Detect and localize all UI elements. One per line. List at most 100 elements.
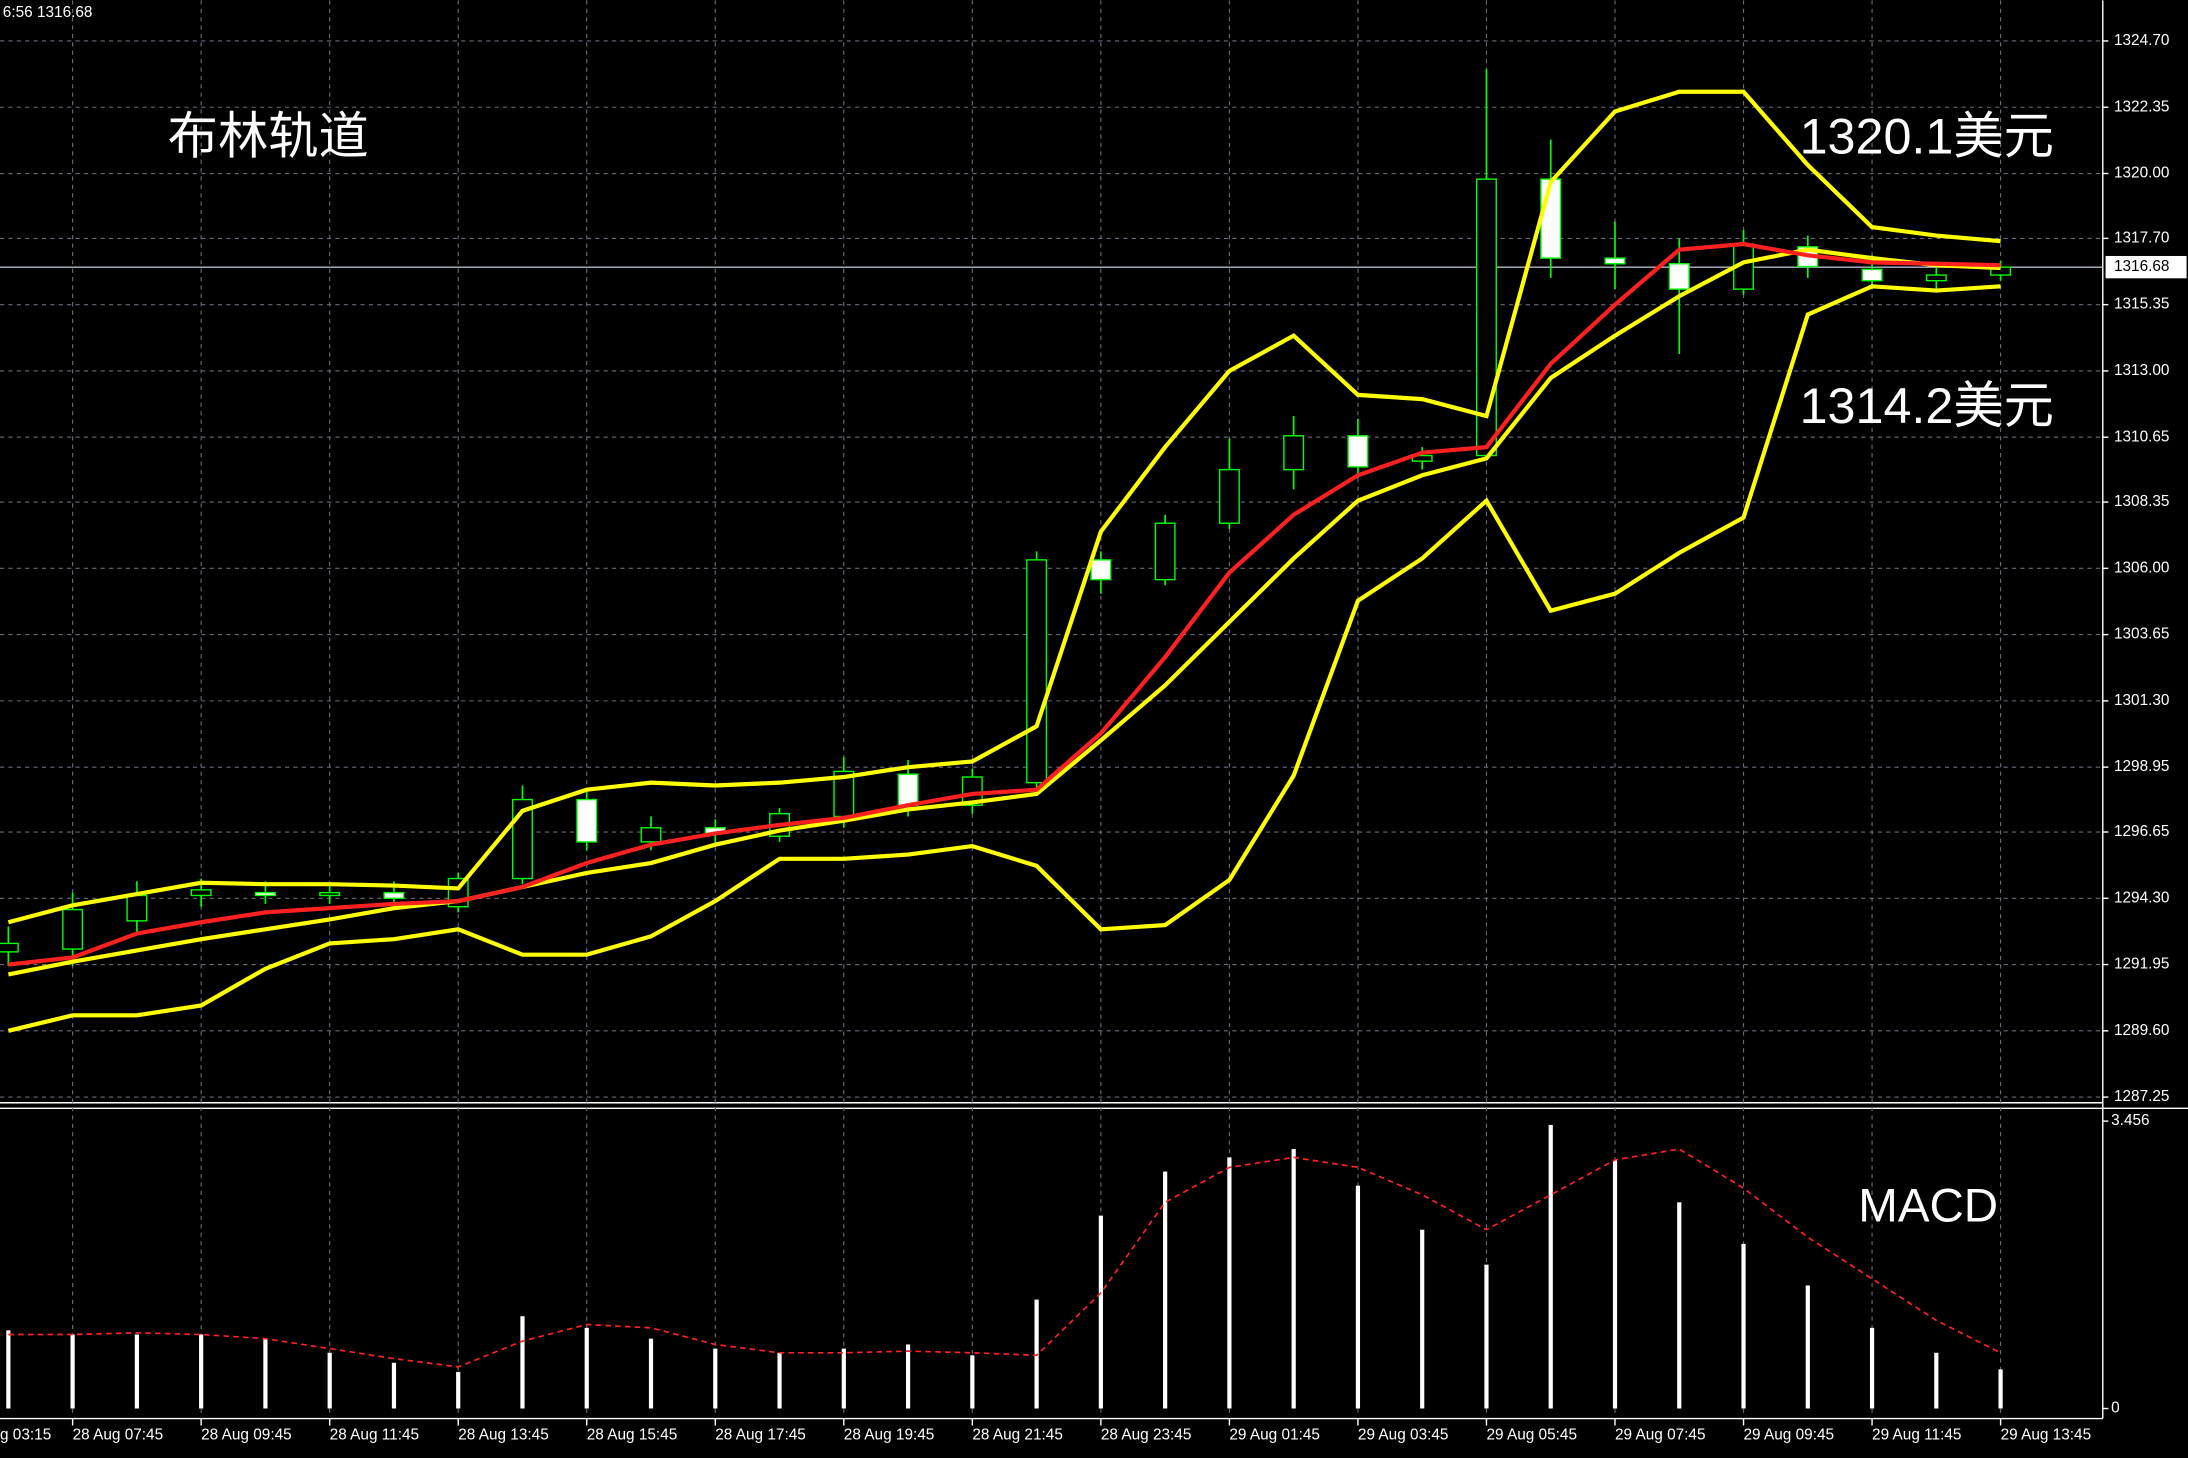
x-tick-label: 28 Aug 13:45 xyxy=(458,1426,549,1443)
macd-bar xyxy=(1291,1149,1296,1409)
macd-bar xyxy=(70,1334,75,1409)
candle-body xyxy=(190,889,212,897)
x-tick-label: 28 Aug 23:45 xyxy=(1101,1426,1192,1443)
signal-line xyxy=(8,1148,2001,1368)
current-price-label: 1316.68 xyxy=(2114,258,2170,275)
macd-bar xyxy=(1098,1215,1103,1409)
candle-body xyxy=(1861,268,1883,282)
candle-body xyxy=(383,891,405,899)
y-tick-label: 3.456 xyxy=(2111,1112,2149,1129)
macd-bar xyxy=(1998,1369,2003,1409)
x-edge-label: g 03:15 xyxy=(0,1426,51,1443)
macd-bar xyxy=(1484,1264,1489,1409)
indicator-line xyxy=(7,89,2001,925)
macd-bar xyxy=(905,1344,911,1409)
macd-bar xyxy=(1741,1243,1746,1409)
marks xyxy=(0,69,2012,1409)
candle-body xyxy=(1925,274,1947,282)
candle-body xyxy=(126,894,148,922)
x-tick-label: 28 Aug 21:45 xyxy=(972,1426,1063,1443)
candle-body xyxy=(897,773,919,806)
macd-bar xyxy=(1548,1124,1553,1409)
macd-bar xyxy=(1612,1159,1618,1409)
y-tick-label: 1298.95 xyxy=(2114,758,2170,775)
macd-bar xyxy=(970,1355,975,1409)
candle-body xyxy=(1154,522,1176,581)
x-tick-label: 29 Aug 13:45 xyxy=(2001,1426,2092,1443)
indicator-line xyxy=(7,247,2001,977)
macd-bar xyxy=(1034,1299,1039,1409)
y-tick-label: 1296.65 xyxy=(2114,823,2170,840)
indicator-line xyxy=(7,284,2001,1033)
macd-bar xyxy=(263,1338,268,1409)
y-tick-label: 1313.00 xyxy=(2114,362,2170,379)
macd-bar xyxy=(648,1338,654,1409)
macd-bar xyxy=(1677,1202,1682,1409)
candle-body xyxy=(319,891,341,897)
header-text: 6:56 1316.68 xyxy=(3,4,93,21)
y-tick-label: 1322.35 xyxy=(2114,98,2170,115)
macd-bar xyxy=(134,1334,139,1409)
y-tick-label: 0 xyxy=(2111,1400,2120,1417)
candle-body xyxy=(1090,559,1112,581)
macd-bar xyxy=(520,1316,525,1409)
candle-body xyxy=(1347,435,1369,468)
macd-bar xyxy=(1163,1171,1168,1409)
x-tick-label: 29 Aug 09:45 xyxy=(1744,1426,1835,1443)
x-tick-label: 29 Aug 11:45 xyxy=(1872,1426,1961,1443)
candle-body xyxy=(1283,435,1305,471)
y-tick-label: 1306.00 xyxy=(2114,559,2170,576)
y-tick-label: 1320.00 xyxy=(2114,165,2170,182)
candle-body xyxy=(1668,263,1690,290)
macd-bar xyxy=(391,1362,397,1409)
current-price-box xyxy=(2105,255,2187,279)
macd-title: MACD xyxy=(1858,1179,1998,1232)
macd-bar xyxy=(584,1327,589,1409)
x-tick-label: 28 Aug 19:45 xyxy=(844,1426,935,1443)
x-tick-label: 29 Aug 01:45 xyxy=(1229,1426,1320,1443)
macd-bar xyxy=(1869,1327,1875,1409)
grid xyxy=(0,0,2109,1426)
y-tick-label: 1289.60 xyxy=(2114,1022,2170,1039)
y-tick-label: 1291.95 xyxy=(2114,956,2170,973)
x-tick-label: 28 Aug 15:45 xyxy=(587,1426,678,1443)
candle-body xyxy=(0,942,19,953)
macd-bar xyxy=(1355,1185,1361,1409)
macd-bar xyxy=(6,1330,11,1409)
indicator-line xyxy=(8,241,2001,967)
x-tick-label: 28 Aug 07:45 xyxy=(73,1426,164,1443)
macd-bar xyxy=(456,1371,461,1409)
x-tick-label: 28 Aug 09:45 xyxy=(201,1426,292,1443)
annotation: 1320.1美元 xyxy=(1800,107,2054,164)
y-tick-label: 1315.35 xyxy=(2114,296,2170,313)
y-tick-label: 1301.30 xyxy=(2114,692,2170,709)
candle-body xyxy=(1026,559,1048,784)
candle-body xyxy=(576,798,598,843)
macd-bar xyxy=(841,1348,846,1409)
macd-bar xyxy=(713,1348,718,1409)
x-tick-label: 28 Aug 11:45 xyxy=(330,1426,419,1443)
chart-title: 布林轨道 xyxy=(168,107,369,164)
macd-bar xyxy=(1227,1157,1232,1409)
candle-body xyxy=(961,776,983,806)
candle-body xyxy=(62,908,84,950)
candle-body xyxy=(1540,178,1562,259)
y-tick-label: 1287.25 xyxy=(2114,1088,2170,1105)
macd-bar xyxy=(1805,1285,1810,1409)
y-tick-label: 1294.30 xyxy=(2114,889,2170,906)
x-tick-label: 28 Aug 17:45 xyxy=(715,1426,806,1443)
x-tick-label: 29 Aug 07:45 xyxy=(1615,1426,1706,1443)
x-tick-label: 29 Aug 03:45 xyxy=(1358,1426,1449,1443)
macd-bar xyxy=(199,1334,204,1409)
y-tick-label: 1324.70 xyxy=(2114,32,2170,49)
macd-bar xyxy=(1934,1352,1939,1409)
annotation: 1314.2美元 xyxy=(1800,377,2054,434)
candle-body xyxy=(1218,468,1240,524)
x-tick-label: 29 Aug 05:45 xyxy=(1486,1426,1577,1443)
y-tick-label: 1308.35 xyxy=(2114,493,2170,510)
candle-body xyxy=(640,827,662,843)
candle-body xyxy=(1604,257,1626,265)
